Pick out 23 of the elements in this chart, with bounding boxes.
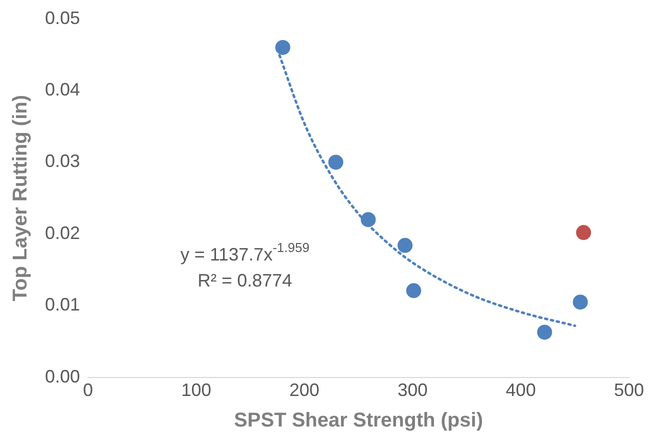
- x-tick-label: 400: [506, 380, 536, 400]
- point: [328, 154, 344, 170]
- point: [572, 294, 588, 310]
- x-tick-label: 0: [83, 380, 94, 400]
- x-tick-label: 200: [289, 380, 320, 400]
- x-tick-label: 100: [181, 380, 212, 400]
- x-axis-title: SPST Shear Strength (psi): [234, 410, 483, 432]
- point: [537, 324, 552, 340]
- annotation: R² = 0.8774: [198, 270, 292, 290]
- y-tick-label: 0.05: [44, 8, 80, 28]
- x-tick-label: 300: [398, 380, 428, 400]
- y-tick-label: 0.01: [44, 294, 80, 315]
- point: [275, 40, 290, 55]
- y-axis-title: Top Layer Rutting (in): [10, 94, 32, 302]
- y-tick-label: 0.04: [44, 79, 80, 100]
- y-tick-label: 0.00: [44, 366, 80, 386]
- point: [360, 212, 376, 228]
- point: [406, 283, 422, 298]
- y-tick-label: 0.03: [44, 151, 80, 172]
- y-tick-label: 0.02: [44, 222, 80, 243]
- point: [398, 238, 413, 253]
- x-tick-label: 500: [614, 380, 644, 400]
- point: [576, 225, 592, 240]
